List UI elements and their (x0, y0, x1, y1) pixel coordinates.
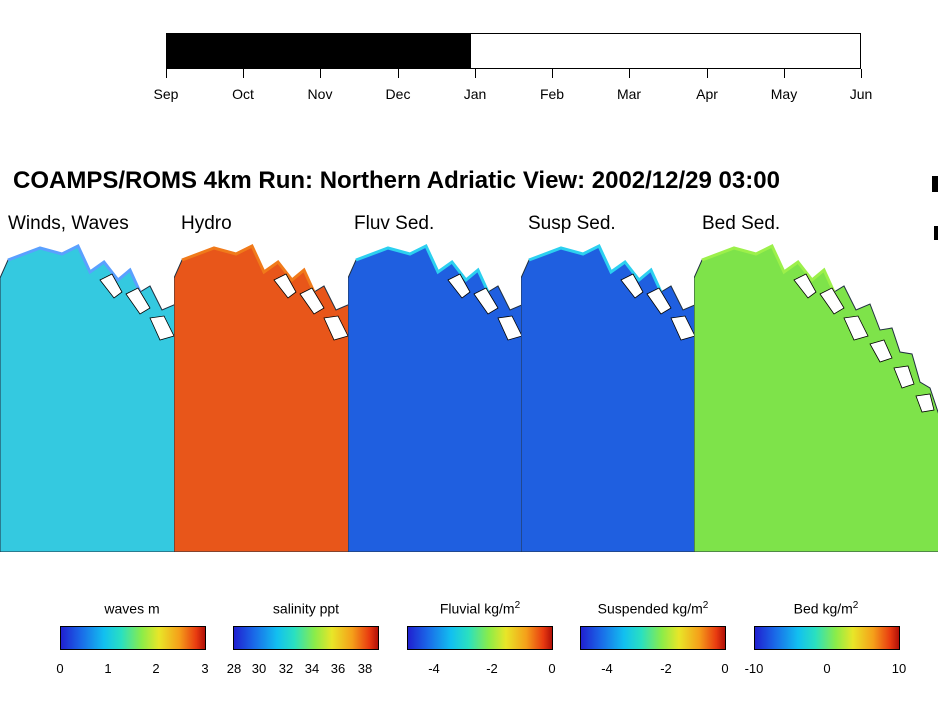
timeline-progress-fill (167, 34, 471, 68)
colorbar-tick: -2 (486, 661, 498, 676)
coast-band (181, 243, 316, 293)
colorbar-tick: 28 (226, 661, 242, 676)
colorbar-tick: 34 (304, 661, 320, 676)
island (473, 287, 499, 315)
timeline-tick (166, 69, 167, 78)
colorbar-tick: 30 (251, 661, 267, 676)
island (915, 393, 935, 413)
colorbar-tick: 38 (357, 661, 373, 676)
colorbar-tick: 2 (152, 661, 160, 676)
island (843, 315, 869, 341)
island (447, 273, 471, 299)
colorbar-tick: 0 (823, 661, 831, 676)
colorbar-tick: -10 (744, 661, 764, 676)
island (646, 287, 672, 315)
colorbar-tick: -2 (660, 661, 672, 676)
island (273, 273, 297, 299)
colorbar-label-waves: waves m (104, 600, 160, 617)
coast-band (528, 243, 663, 293)
colorbar-bed (754, 626, 900, 650)
island (99, 273, 123, 299)
colorbar-suspended (580, 626, 726, 650)
colorbar-fluvial (407, 626, 553, 650)
timeline-month-label: Jan (463, 86, 487, 102)
edge-artifact (934, 226, 938, 240)
island (869, 339, 893, 363)
colorbar-tick: 0 (56, 661, 64, 676)
colorbar-tick: -4 (428, 661, 440, 676)
island (793, 273, 817, 299)
colorbar-tick: -4 (601, 661, 613, 676)
panel-label-susp-sed: Susp Sed. (528, 213, 616, 234)
timeline-month-label: Nov (307, 86, 333, 102)
timeline-month-label: Mar (616, 86, 642, 102)
colorbar-label-salinity: salinity ppt (272, 600, 340, 617)
timeline-month-label: Sep (153, 86, 179, 102)
timeline-tick (707, 69, 708, 78)
panel-label-bed-sed: Bed Sed. (702, 213, 781, 234)
timeline-tick (475, 69, 476, 78)
timeline-tick (861, 69, 862, 78)
coast-band (701, 243, 836, 293)
colorbar-tick: 0 (721, 661, 729, 676)
colorbar-tick: 10 (891, 661, 907, 676)
coast-band (355, 243, 490, 293)
colorbar-tick: 3 (201, 661, 209, 676)
coast-band (7, 243, 142, 293)
panel-label-winds-waves: Winds, Waves (8, 213, 129, 234)
island (125, 287, 151, 315)
timeline-tick (629, 69, 630, 78)
colorbar-label-fluvial: Fluvial kg/m2 (439, 600, 521, 617)
colorbar-label-bed: Bed kg/m2 (793, 600, 859, 617)
timeline-tick (243, 69, 244, 78)
colorbar-tick: 1 (104, 661, 112, 676)
timeline-progress-bar (166, 33, 861, 69)
island (893, 365, 915, 389)
panel-label-hydro: Hydro (181, 213, 232, 234)
timeline-tick (320, 69, 321, 78)
timeline-tick (398, 69, 399, 78)
colorbar-waves (60, 626, 206, 650)
island (819, 287, 845, 315)
timeline-month-label: Jun (849, 86, 873, 102)
timeline-tick (552, 69, 553, 78)
colorbar-tick: 36 (330, 661, 346, 676)
page-title: COAMPS/ROMS 4km Run: Northern Adriatic V… (13, 167, 780, 194)
timeline-month-label: Oct (232, 86, 254, 102)
island (299, 287, 325, 315)
timeline-tick (784, 69, 785, 78)
map-panel-bed-sed (694, 232, 938, 552)
timeline-month-label: Feb (539, 86, 565, 102)
timeline-month-label: Dec (385, 86, 411, 102)
colorbar-tick: 32 (278, 661, 294, 676)
colorbar-label-suspended: Suspended kg/m2 (597, 600, 709, 617)
timeline-month-label: Apr (696, 86, 718, 102)
timeline-month-label: May (770, 86, 798, 102)
island (620, 273, 644, 299)
panel-label-fluv-sed: Fluv Sed. (354, 213, 435, 234)
colorbar-salinity (233, 626, 379, 650)
colorbar-tick: 0 (548, 661, 556, 676)
edge-artifact (932, 176, 938, 192)
